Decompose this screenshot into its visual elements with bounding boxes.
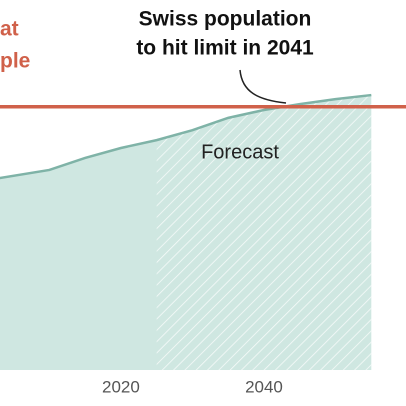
forecast-hatch bbox=[156, 95, 372, 370]
leader-line bbox=[239, 69, 287, 104]
forecast-label: Forecast bbox=[201, 141, 279, 163]
x-tick-label: 2040 bbox=[245, 377, 283, 396]
plot bbox=[0, 93, 406, 370]
limit-label: at bbox=[0, 18, 19, 41]
x-tick-label: 2020 bbox=[102, 377, 140, 396]
limit-label: ple bbox=[0, 50, 30, 73]
annotation: to hit limit in 2041 bbox=[136, 37, 314, 60]
annotation: Swiss population bbox=[139, 8, 312, 31]
population-line bbox=[0, 93, 372, 180]
